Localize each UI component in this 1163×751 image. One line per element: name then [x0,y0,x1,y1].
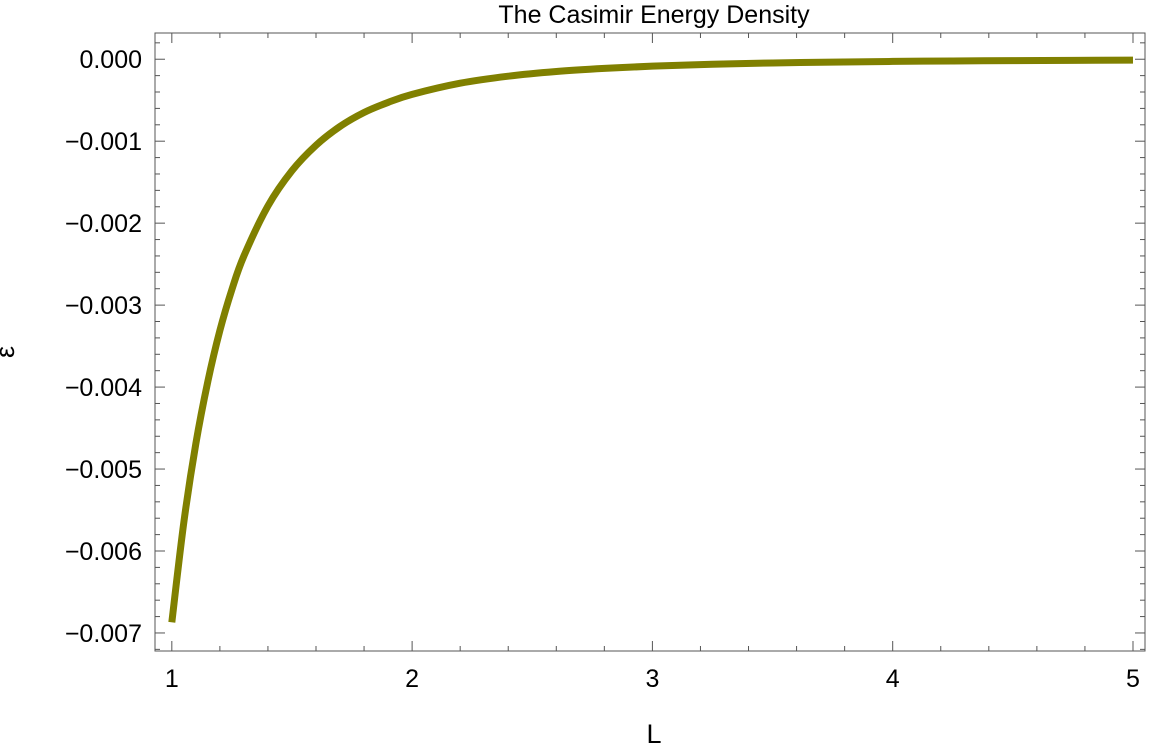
y-tick-label: −0.001 [65,128,142,156]
y-tick-label: −0.005 [65,456,142,484]
x-tick-label: 5 [1126,665,1140,693]
series-line [168,56,1134,623]
x-tick-label: 2 [405,665,419,693]
chart-title: The Casimir Energy Density [498,1,810,29]
y-axis-label: ε [0,346,20,358]
x-axis-ticks [171,33,1134,651]
y-tick-label: −0.002 [65,210,142,238]
y-tick-label: −0.003 [65,292,142,320]
x-tick-label: 3 [645,665,659,693]
x-tick-label: 1 [165,665,179,693]
x-tick-label: 4 [886,665,900,693]
series-group [168,56,1134,623]
y-axis-ticks [155,42,1145,650]
y-tick-label: −0.006 [65,538,142,566]
y-tick-label: 0.000 [79,46,142,74]
y-tick-label: −0.007 [65,620,142,648]
y-tick-label: −0.004 [65,374,142,402]
x-axis-tick-labels: 1 2 3 4 5 [165,665,1140,693]
y-axis-tick-labels: 0.000 −0.001 −0.002 −0.003 −0.004 −0.005 −0.00… [65,46,142,648]
x-axis-label: L [646,719,661,749]
plot-frame [154,32,1146,652]
